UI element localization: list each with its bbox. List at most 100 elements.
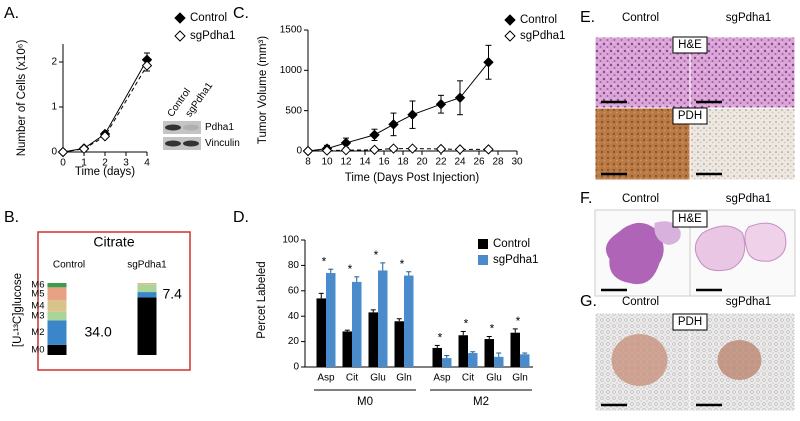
- marker: [483, 57, 494, 68]
- x-tick-label: 30: [511, 157, 523, 168]
- legend-label: Control: [190, 12, 227, 24]
- chart-title: Citrate: [93, 234, 134, 250]
- bar: [468, 353, 478, 367]
- x-tick-label: Cit: [462, 373, 474, 384]
- blot-band-label: Pdha1: [205, 122, 234, 133]
- bar-segment: [137, 284, 157, 293]
- value-label: 7.4: [163, 285, 183, 301]
- x-tick-label: 14: [359, 157, 371, 168]
- legend-label: Control: [493, 238, 530, 250]
- tissue: [744, 222, 787, 262]
- x-tick-label: 26: [473, 157, 485, 168]
- x-tick-label: Glu: [486, 373, 502, 384]
- bar: [316, 298, 326, 367]
- xlabel: Time (days): [75, 166, 135, 178]
- marker: [435, 99, 447, 110]
- bar: [484, 339, 494, 367]
- stain-box: [672, 36, 708, 54]
- marker: [141, 60, 153, 71]
- error-bar: [406, 271, 412, 276]
- value-label: 34.0: [85, 323, 112, 339]
- series-label: M2: [31, 327, 44, 338]
- marker: [321, 145, 333, 156]
- series-line: [62, 65, 148, 153]
- legend-label: sgPdha1: [493, 254, 538, 266]
- series-label: M3: [31, 311, 44, 322]
- bar: [394, 321, 404, 367]
- marker: [388, 143, 399, 154]
- legend-marker: [504, 14, 516, 26]
- blot-band-label: Vinculin: [205, 138, 240, 149]
- bar-segment: [47, 300, 67, 312]
- error-bar: [444, 355, 450, 359]
- bar-segment: [47, 287, 67, 301]
- significance: *: [464, 317, 469, 331]
- column-label: sgPdha1: [726, 193, 771, 205]
- stain-label: H&E: [678, 39, 702, 51]
- x-tick-label: 4: [144, 158, 150, 169]
- x-tick-label: 18: [397, 157, 409, 168]
- tissue: [611, 334, 668, 386]
- x-tick-label: Glu: [370, 373, 386, 384]
- legend-marker: [174, 30, 186, 42]
- ylabel: Percet Labeled: [256, 261, 268, 338]
- ylabel: [U-¹³C]glucose: [12, 273, 24, 347]
- blot-band: [165, 140, 181, 147]
- error-bar: [434, 344, 440, 348]
- bar: [442, 358, 452, 367]
- y-tick-label: 60: [288, 285, 300, 296]
- tissue: [694, 225, 746, 272]
- marker: [369, 144, 380, 155]
- x-tick-label: Gln: [512, 373, 528, 384]
- bar: [352, 281, 362, 367]
- error-bar: [344, 329, 350, 332]
- y-tick-label: 2: [51, 57, 57, 68]
- error-bar: [496, 352, 502, 357]
- column-label: Control: [622, 296, 659, 308]
- significance: *: [490, 322, 495, 336]
- bar: [494, 356, 504, 367]
- x-tick-label: 24: [454, 157, 466, 168]
- error-bar: [318, 292, 324, 299]
- significance: *: [322, 254, 327, 268]
- ylabel: Number of Cells (x10⁶): [16, 40, 28, 157]
- tissue: [605, 222, 664, 285]
- error-bar: [512, 328, 518, 333]
- error-bar: [370, 309, 376, 313]
- y-tick-label: 500: [285, 105, 302, 116]
- y-tick-label: 0: [296, 146, 302, 157]
- legend-label: sgPdha1: [190, 30, 235, 42]
- group-label: M2: [473, 396, 489, 408]
- blot-band: [183, 124, 199, 131]
- x-tick-label: 3: [123, 158, 129, 169]
- series-label: M5: [31, 288, 44, 299]
- category-label: Control: [53, 260, 85, 271]
- stain-box: [672, 210, 708, 228]
- stain-label: PDH: [678, 316, 702, 328]
- marker: [388, 119, 399, 130]
- y-tick-label: 80: [288, 260, 300, 271]
- panel-label: D.: [233, 209, 249, 226]
- column-label: Control: [622, 193, 659, 205]
- error-bar: [470, 351, 476, 354]
- legend-swatch: [478, 239, 488, 249]
- column-label: sgPdha1: [726, 296, 771, 308]
- bar: [326, 273, 336, 367]
- y-tick-label: 0: [51, 147, 57, 158]
- x-tick-label: Asp: [317, 373, 335, 384]
- marker: [407, 143, 418, 154]
- bar-segment: [47, 283, 67, 288]
- bar: [378, 270, 388, 367]
- x-tick-label: Asp: [433, 373, 451, 384]
- bar: [458, 335, 468, 367]
- marker: [340, 144, 352, 156]
- frame: [37, 231, 191, 371]
- series-label: M4: [31, 301, 44, 312]
- category-label: sgPdha1: [127, 260, 167, 271]
- bar-segment: [47, 320, 67, 345]
- bar: [432, 347, 442, 367]
- stain-box: [672, 107, 708, 125]
- bar: [342, 331, 352, 367]
- x-tick-label: 8: [305, 157, 311, 168]
- series-label: M6: [31, 280, 44, 291]
